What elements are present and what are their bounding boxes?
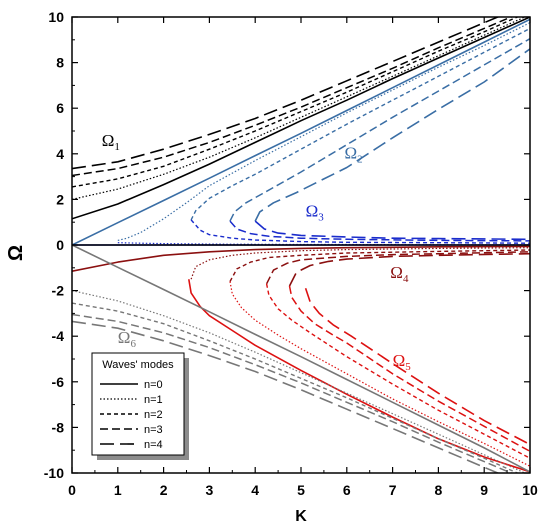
branch-label-sub: 5 bbox=[405, 361, 411, 373]
branch-label-sub: 4 bbox=[403, 273, 409, 285]
curve-omega2-n3 bbox=[229, 38, 530, 222]
y-tick-label: -8 bbox=[52, 419, 65, 435]
curve-omega1-n2 bbox=[72, 17, 519, 188]
curve-omega6-n3 bbox=[72, 313, 514, 473]
legend-box bbox=[91, 352, 185, 456]
curve-omega4-n4 bbox=[288, 252, 530, 287]
curves-group bbox=[72, 17, 530, 473]
curve-omega2-n0 bbox=[72, 18, 530, 246]
curve-omega5-n3 bbox=[288, 285, 530, 452]
curve-omega6-n0 bbox=[72, 244, 530, 473]
curve-omega1-n0 bbox=[72, 17, 530, 220]
x-tick-label: 1 bbox=[114, 482, 122, 498]
x-tick-label: 2 bbox=[160, 482, 168, 498]
y-tick-label: -2 bbox=[52, 283, 65, 299]
x-tick-label: 8 bbox=[435, 482, 443, 498]
legend-entry: n=2 bbox=[144, 409, 163, 421]
legend-entry: n=1 bbox=[144, 394, 163, 406]
branch-label-main: Ω bbox=[393, 351, 406, 370]
branch-label-omega4: Ω4 bbox=[390, 263, 409, 285]
x-tick-label: 7 bbox=[389, 482, 397, 498]
branch-label-sub: 1 bbox=[114, 141, 120, 153]
x-tick-label: 0 bbox=[68, 482, 76, 498]
legend-entry: n=3 bbox=[144, 424, 163, 436]
x-tick-label: 9 bbox=[480, 482, 488, 498]
branch-label-omega2: Ω2 bbox=[345, 143, 363, 165]
y-tick-label: -4 bbox=[52, 328, 65, 344]
branch-label-omega1: Ω1 bbox=[102, 131, 120, 153]
y-tick-label: 6 bbox=[56, 100, 64, 116]
y-tick-label: -6 bbox=[52, 374, 65, 390]
y-tick-label: 4 bbox=[56, 146, 64, 162]
branch-label-sub: 2 bbox=[357, 153, 363, 165]
x-tick-label: 3 bbox=[206, 482, 214, 498]
ticks-group: 0 1 2 3 4 5 6 7 8 9 10 -10 -8 -6 -4 -2 0 2 4 6 8 10 bbox=[44, 9, 538, 498]
branch-label-omega6: Ω6 bbox=[118, 328, 137, 350]
curve-omega6-n4 bbox=[72, 320, 500, 473]
legend-entry: n=0 bbox=[144, 379, 163, 391]
curve-omega6-n2 bbox=[72, 302, 519, 473]
curve-omega3-n3 bbox=[229, 220, 530, 242]
x-tick-label: 5 bbox=[297, 482, 305, 498]
legend-entry: n=4 bbox=[144, 439, 163, 451]
curve-omega1-n4 bbox=[72, 17, 500, 170]
y-tick-label: 8 bbox=[56, 55, 64, 71]
curve-omega5-n4 bbox=[304, 288, 530, 446]
curve-omega4-n2 bbox=[229, 249, 530, 282]
y-axis-title: Ω bbox=[5, 245, 27, 261]
y-tick-label: 10 bbox=[48, 9, 64, 25]
branch-label-main: Ω bbox=[102, 131, 115, 150]
branch-label-omega3: Ω3 bbox=[306, 202, 325, 224]
branch-label-main: Ω bbox=[345, 143, 358, 162]
x-tick-label: 10 bbox=[522, 482, 538, 498]
curve-omega4-n1 bbox=[190, 247, 530, 280]
curve-omega1-n3 bbox=[72, 17, 514, 177]
x-tick-label: 4 bbox=[251, 482, 259, 498]
curve-omega2-n4 bbox=[254, 48, 530, 222]
branch-label-omega5: Ω5 bbox=[393, 351, 412, 373]
curve-omega3-n4 bbox=[254, 220, 530, 241]
curve-omega4-n3 bbox=[265, 251, 530, 285]
branch-label-sub: 3 bbox=[318, 212, 324, 224]
branch-label-main: Ω bbox=[306, 202, 319, 221]
x-tick-label: 6 bbox=[343, 482, 351, 498]
branch-label-main: Ω bbox=[390, 263, 403, 282]
y-tick-label: 2 bbox=[56, 191, 64, 207]
curve-omega2-n2 bbox=[190, 27, 530, 221]
legend: Waves' modes n=0 n=1 n=2 n=3 n=4 bbox=[91, 352, 189, 460]
legend-title: Waves' modes bbox=[102, 359, 174, 371]
curve-omega5-n1 bbox=[229, 281, 530, 467]
y-tick-label: 0 bbox=[56, 237, 64, 253]
y-tick-label: -10 bbox=[44, 465, 64, 481]
curve-omega4-n0 bbox=[72, 245, 530, 272]
curve-omega2-n1 bbox=[117, 22, 530, 241]
x-axis-title: K bbox=[295, 508, 307, 525]
branch-label-main: Ω bbox=[118, 328, 131, 347]
branch-label-sub: 6 bbox=[130, 338, 136, 350]
curve-omega3-n2 bbox=[190, 219, 530, 244]
